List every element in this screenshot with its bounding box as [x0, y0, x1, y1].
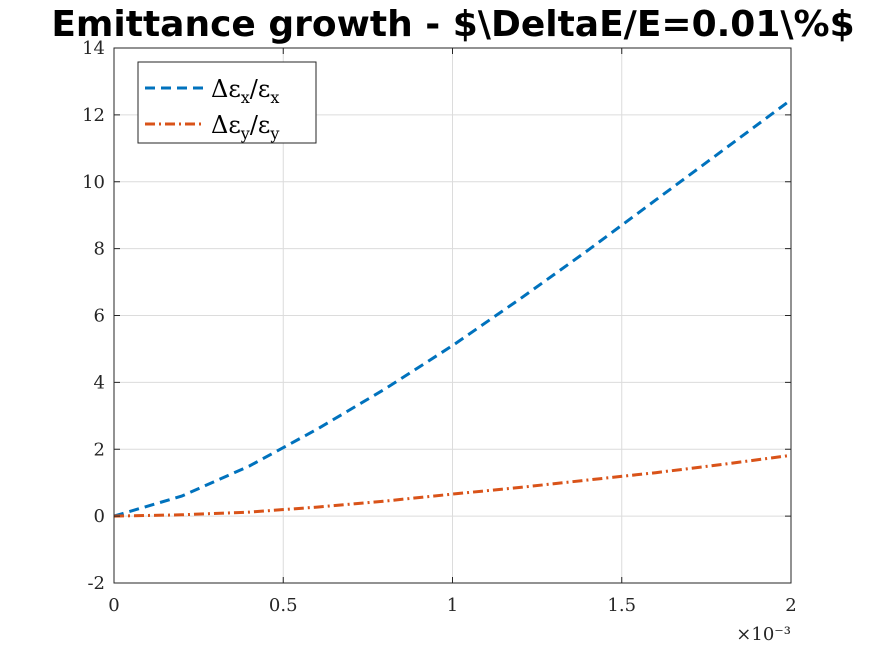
x-tick-label: 2: [785, 595, 796, 616]
legend-box: [137, 61, 317, 144]
x-tick-label: 1.5: [607, 595, 636, 616]
x-exponent-label: ×10⁻³: [736, 624, 791, 645]
y-tick-label: 6: [94, 306, 105, 327]
legend-label: Δεx/εx: [211, 75, 279, 107]
y-tick-label: 14: [82, 38, 105, 59]
y-tick-label: -2: [87, 573, 105, 594]
chart-title: Emittance growth - $\DeltaE/E=0.01\%$: [51, 4, 854, 45]
y-tick-label: 8: [94, 239, 105, 260]
y-tick-label: 4: [94, 372, 105, 393]
y-tick-label: 0: [94, 506, 105, 527]
y-tick-label: 2: [94, 439, 105, 460]
legend-label: Δεy/εy: [211, 111, 279, 143]
series-line-y: [113, 453, 792, 518]
legend: Δεx/εx Δεy/εy: [137, 61, 317, 144]
series-line-x: [113, 98, 792, 518]
y-tick-label: 10: [82, 172, 105, 193]
x-tick-label: 1: [447, 595, 458, 616]
x-tick-label: 0.5: [269, 595, 298, 616]
y-tick-label: 12: [82, 105, 105, 126]
series-group: [113, 98, 792, 518]
x-tick-label: 0: [108, 595, 119, 616]
